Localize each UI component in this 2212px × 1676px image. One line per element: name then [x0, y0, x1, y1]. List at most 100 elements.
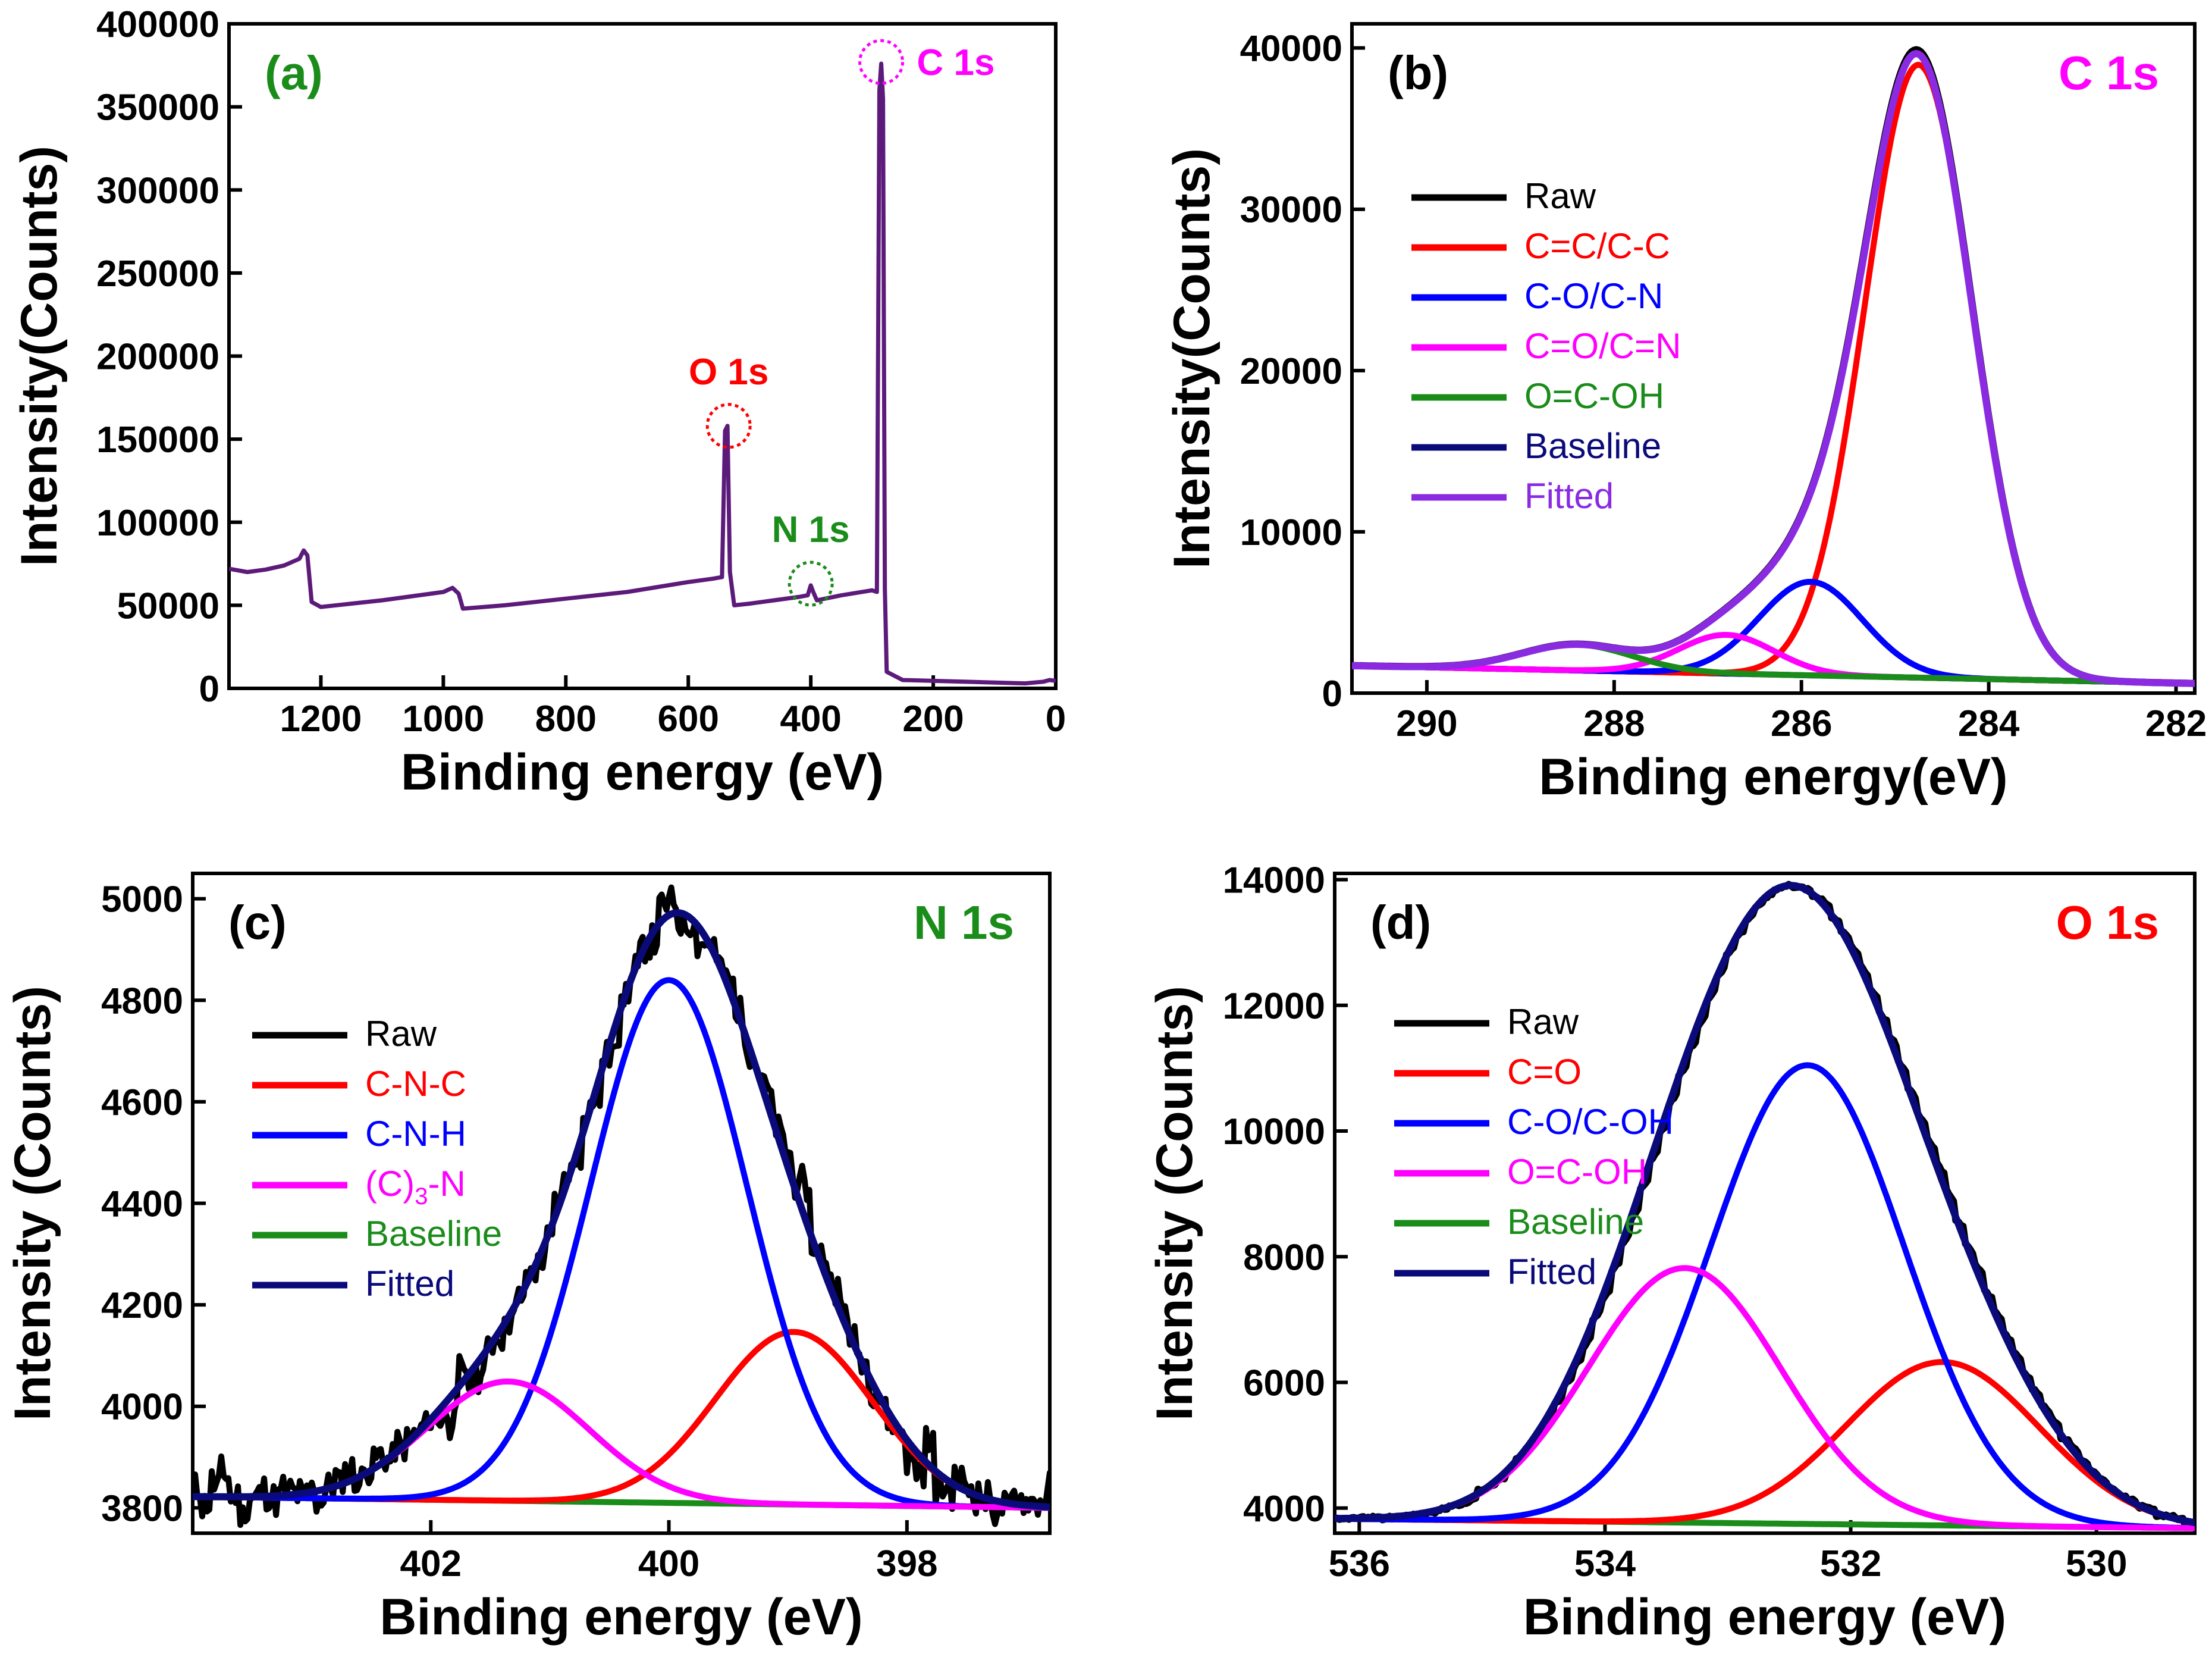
x-tick-label: 400: [780, 698, 841, 740]
peak-annotation: N 1s: [772, 509, 850, 550]
legend-label-part: (C): [365, 1164, 415, 1204]
x-tick-label: 286: [1771, 703, 1832, 744]
legend-item: C=O/C=N: [1411, 326, 1681, 366]
legend-label-subscript: 3: [415, 1183, 428, 1210]
legend-label: Baseline: [1524, 426, 1661, 466]
y-tick-label: 10000: [1223, 1111, 1325, 1152]
legend-item: Fitted: [1394, 1252, 1596, 1292]
y-axis-title: Intensity(Counts): [1163, 148, 1220, 569]
y-tick-label: 3800: [101, 1488, 183, 1529]
y-tick-label: 200000: [96, 337, 219, 378]
legend-item: Baseline: [1394, 1202, 1644, 1242]
series-line-fitted: [1352, 50, 2195, 687]
y-tick-label: 4600: [101, 1082, 183, 1123]
x-tick-label: 532: [1820, 1543, 1881, 1584]
y-tick-label: 0: [1322, 673, 1342, 715]
x-tick-label: 282: [2145, 703, 2207, 744]
legend-label: C-O/C-OH: [1507, 1102, 1674, 1142]
legend-item: C-O/C-N: [1411, 276, 1663, 316]
y-tick-label: 400000: [96, 4, 219, 45]
legend-label: C=O: [1507, 1052, 1582, 1092]
legend-label: C-N-H: [365, 1114, 466, 1154]
legend-label: Raw: [1524, 176, 1596, 216]
series-line-c-o-c-oh: [1335, 1062, 2195, 1531]
legend-item: Fitted: [1411, 476, 1614, 516]
panel-label: (d): [1370, 896, 1431, 949]
y-tick-label: 5000: [101, 879, 183, 920]
series-line-raw: [1352, 46, 2195, 687]
y-tick-label: 40000: [1240, 29, 1342, 70]
peak-marker-circle: [705, 403, 752, 449]
peak-marker-circle: [787, 560, 834, 607]
legend-label: C=C/C-C: [1524, 226, 1670, 266]
y-tick-label: 8000: [1243, 1237, 1325, 1278]
plot-area: [1352, 46, 2195, 687]
plot-area: [193, 884, 1050, 1528]
plot-frame: [1333, 872, 2197, 1535]
legend-label: Fitted: [365, 1264, 454, 1304]
y-tick-label: 4200: [101, 1285, 183, 1326]
y-tick-label: 350000: [96, 87, 219, 129]
x-axis-title: Binding energy (eV): [1523, 1589, 2006, 1646]
y-axis-title: Intensity(Counts): [11, 146, 68, 566]
panel-c-n1s-spectrum: 402 400 398 3800 4000 4200 4400 4600 4800 5000 Bin…: [4, 872, 1052, 1646]
y-tick-label: 50000: [117, 585, 219, 626]
legend-item: C-O/C-OH: [1394, 1102, 1674, 1142]
x-axis-title: Binding energy (eV): [401, 744, 884, 801]
legend-item: (C)3-N: [252, 1164, 466, 1210]
y-tick-label: 0: [199, 669, 219, 710]
peak-annotation: C 1s: [917, 42, 995, 83]
panel-label: (a): [265, 46, 323, 99]
y-tick-label: 250000: [96, 253, 219, 295]
series-line-survey: [229, 61, 1056, 686]
legend-label: O=C-OH: [1507, 1152, 1647, 1192]
legend-label: C=O/C=N: [1524, 326, 1681, 366]
panel-a-survey-spectrum: 1200 1000 800 600 400 200 0 0 50000 100000 150000 2…: [11, 4, 1066, 801]
y-tick-label: 14000: [1223, 860, 1325, 901]
x-tick-label: 800: [535, 698, 597, 740]
y-tick-label: 10000: [1240, 512, 1342, 553]
x-tick-label: 290: [1396, 703, 1457, 744]
panel-title: C 1s: [2059, 46, 2159, 99]
x-tick-label: 536: [1329, 1543, 1390, 1584]
series-line-c-n-h: [193, 977, 1050, 1511]
legend-label-part: -N: [428, 1164, 466, 1204]
y-tick-label: 6000: [1243, 1363, 1325, 1404]
y-tick-label: 300000: [96, 170, 219, 211]
x-axis-title: Binding energy (eV): [379, 1589, 862, 1646]
legend-item: C=O: [1394, 1052, 1582, 1092]
x-tick-label: 534: [1574, 1543, 1636, 1584]
x-tick-label: 200: [902, 698, 964, 740]
legend-label: C-N-C: [365, 1064, 466, 1104]
plot-frame: [1350, 22, 2197, 695]
legend-item: Baseline: [252, 1214, 502, 1254]
legend-item: C-N-H: [252, 1114, 466, 1154]
plot-area: [1335, 881, 2195, 1531]
plot-area: [229, 61, 1056, 686]
y-tick-label: 100000: [96, 503, 219, 544]
x-tick-label: 530: [2066, 1543, 2127, 1584]
x-tick-label: 1000: [402, 698, 484, 740]
legend-label: O=C-OH: [1524, 376, 1664, 416]
panel-title: N 1s: [914, 896, 1014, 949]
legend-item: O=C-OH: [1411, 376, 1664, 416]
legend-item: O=C-OH: [1394, 1152, 1647, 1192]
legend-label: Fitted: [1524, 476, 1614, 516]
y-tick-label: 30000: [1240, 190, 1342, 231]
y-tick-label: 150000: [96, 419, 219, 460]
x-tick-label: 402: [400, 1543, 462, 1584]
panel-b-c1s-spectrum: 290 288 286 284 282 0 10000 20000 30000 40000 Bind…: [1163, 22, 2207, 806]
x-tick-label: 600: [657, 698, 718, 740]
y-tick-label: 20000: [1240, 351, 1342, 392]
legend-item: Raw: [252, 1014, 437, 1054]
x-tick-label: 1200: [280, 698, 362, 740]
legend-item: C=C/C-C: [1411, 226, 1670, 266]
peak-annotation: O 1s: [689, 352, 768, 393]
panel-label: (b): [1388, 46, 1448, 99]
y-tick-label: 4800: [101, 980, 183, 1022]
series-line-fitted: [193, 909, 1050, 1511]
panel-title: O 1s: [2056, 896, 2159, 949]
legend-label: Fitted: [1507, 1252, 1596, 1292]
y-tick-label: 4000: [101, 1387, 183, 1428]
